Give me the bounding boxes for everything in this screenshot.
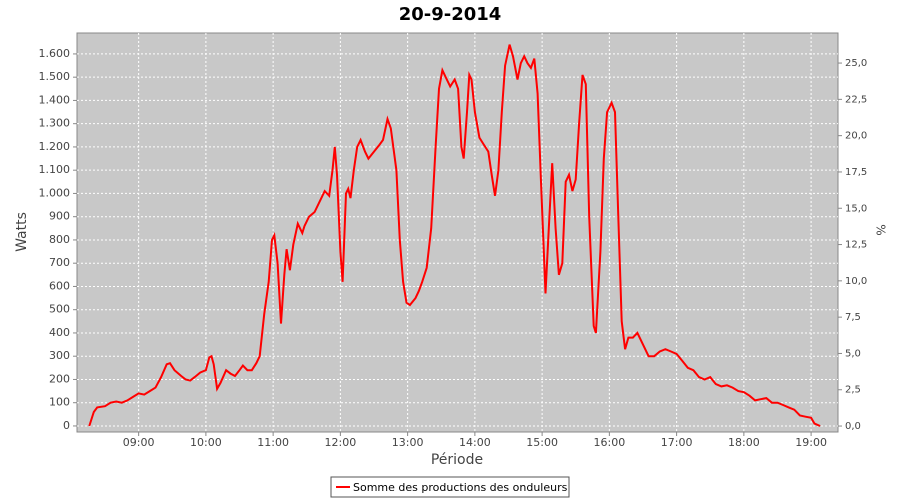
legend [330,476,570,498]
y-tick-label: 900 [49,210,70,223]
legend-label: Somme des productions des onduleurs [353,481,568,494]
y-tick-label: 500 [49,303,70,316]
y-tick-label: 600 [49,279,70,292]
y2-tick-label: 15,0 [845,203,867,214]
y-tick-label: 1.100 [39,163,71,176]
y2-tick-label: 20,0 [845,131,867,142]
y-tick-label: 1.300 [39,117,71,130]
y-tick-label: 1.400 [39,93,71,106]
x-axis-label: Période [431,452,483,468]
x-tick-label: 15:00 [526,436,558,449]
line-series [88,44,821,427]
chart-title: 20-9-2014 [399,4,502,25]
y2-tick-label: 2,5 [845,385,861,396]
x-tick-label: 19:00 [795,436,827,449]
x-tick-label: 14:00 [459,436,491,449]
y-tick-label: 100 [49,396,70,409]
y2-tick-label: 25,0 [845,58,867,69]
x-tick-label: 17:00 [661,436,693,449]
y2-tick-label: 22,5 [845,94,867,105]
y-tick-label: 0 [63,419,70,432]
plot-area [76,32,839,433]
y-tick-label: 300 [49,349,70,362]
y-tick-label: 200 [49,372,70,385]
y2-tick-label: 10,0 [845,276,867,287]
y2-tick-label: 0,0 [845,421,861,432]
y-tick-label: 1.600 [39,47,71,60]
x-tick-label: 13:00 [392,436,424,449]
y-tick-label: 1.500 [39,70,71,83]
x-tick-label: 18:00 [728,436,760,449]
x-tick-label: 11:00 [257,436,289,449]
y2-tick-label: 12,5 [845,240,867,251]
y2-tick-label: 7,5 [845,312,861,323]
y-tick-label: 1.200 [39,140,71,153]
y2-tick-label: 5,0 [845,348,861,359]
x-tick-label: 09:00 [123,436,155,449]
y2-axis-label: % [874,224,888,235]
y-tick-label: 800 [49,233,70,246]
y2-tick-label: 17,5 [845,167,867,178]
y-tick-label: 1.000 [39,186,71,199]
y-axis-label: Watts [14,212,30,252]
x-tick-label: 10:00 [190,436,222,449]
y-tick-label: 700 [49,256,70,269]
x-tick-label: 12:00 [325,436,357,449]
x-tick-label: 16:00 [594,436,626,449]
y-tick-label: 400 [49,326,70,339]
